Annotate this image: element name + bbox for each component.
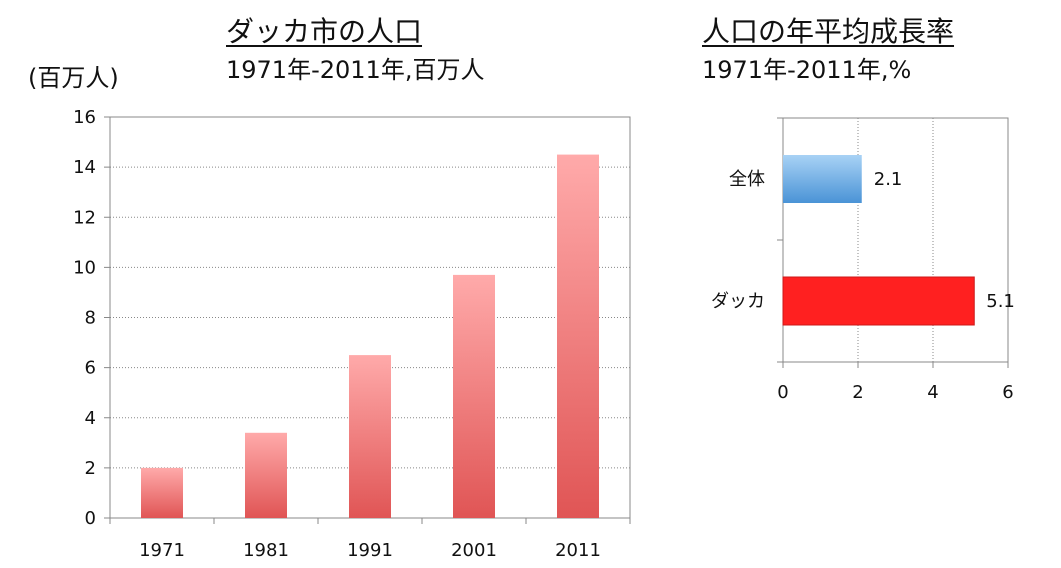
y-tick-label: 0 (85, 508, 96, 529)
growth-chart-subtitle: 1971年-2011年,% (702, 56, 912, 84)
x-tick-label: 6 (1002, 382, 1013, 403)
y-category-label: ダッカ (711, 291, 765, 312)
bar-dhaka (782, 276, 975, 326)
y-tick-label: 6 (85, 358, 96, 379)
growth-rate-bar-chart: 0 2 4 6 全体 2.1 ダッカ 5.1 (711, 117, 1015, 403)
growth-chart-title: 人口の年平均成長率 (702, 15, 955, 48)
bar-1991 (349, 355, 391, 518)
y-tick-label: 4 (85, 408, 96, 429)
x-tick-label: 2011 (555, 540, 601, 561)
data-label: 5.1 (986, 291, 1015, 312)
population-chart-title: ダッカ市の人口 (226, 15, 423, 48)
x-tick-label: 1981 (243, 540, 289, 561)
bar-overall (783, 155, 862, 203)
population-y-unit-label: (百万人) (28, 64, 119, 92)
y-tick-label: 2 (85, 458, 96, 479)
data-label: 2.1 (874, 169, 903, 190)
y-tick-label: 8 (85, 308, 96, 329)
population-chart-subtitle: 1971年-2011年,百万人 (226, 56, 485, 84)
population-bar-chart: 0 2 4 6 8 10 12 14 16 1971 1981 1991 2001 2011 (73, 107, 631, 561)
x-tick-label: 1991 (347, 540, 393, 561)
x-tick-label: 2 (852, 382, 863, 403)
bar-2011 (557, 154, 599, 518)
x-tick-label: 4 (927, 382, 938, 403)
y-tick-label: 10 (73, 257, 96, 278)
y-tick-label: 16 (73, 107, 96, 128)
bar-2001 (453, 274, 495, 518)
x-tick-label: 0 (777, 382, 788, 403)
y-tick-label: 12 (73, 207, 96, 228)
bar-1971 (141, 467, 183, 518)
bar-1981 (245, 432, 287, 518)
y-category-label: 全体 (729, 169, 765, 190)
x-tick-label: 2001 (451, 540, 497, 561)
y-tick-label: 14 (73, 157, 96, 178)
x-tick-label: 1971 (139, 540, 185, 561)
